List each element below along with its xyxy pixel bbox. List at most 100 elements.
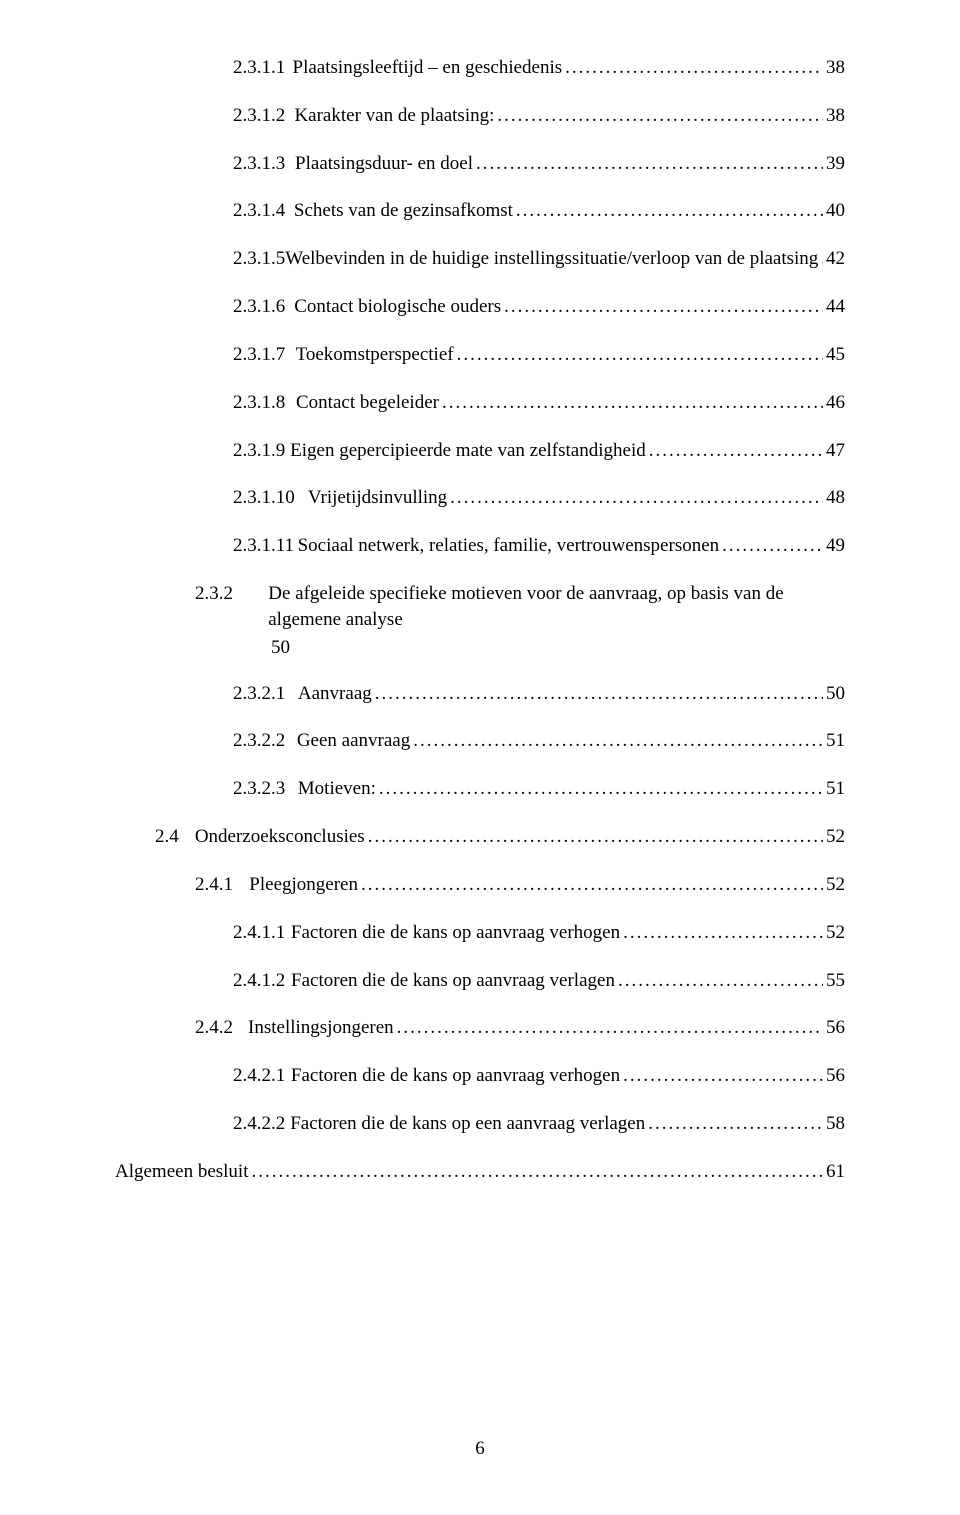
toc-entry-number: 2.3.1.11 [233,533,294,559]
toc-entry-number: 2.4.1.2 [233,968,285,994]
toc-entry: 2.3.1.9Eigen gepercipieerde mate van zel… [115,438,845,464]
toc-entry-number: 2.3.2.2 [233,728,285,754]
toc-entry-page: 40 [826,198,845,224]
toc-entry: 2.4.2 Instellingsjongeren................… [115,1015,845,1041]
toc-leader-dots: ........................................… [618,968,823,994]
toc-leader-dots: ........................................… [375,681,823,707]
toc-leader-dots: ........................................… [504,294,823,320]
toc-entry-title: Onderzoeksconclusies [195,824,365,850]
toc-entry: 2.3.1.6 Contact biologische ouders.......… [115,294,845,320]
toc-leader-dots: ........................................… [397,1015,823,1041]
toc-entry: 2.3.2.1 Aanvraag.........................… [115,681,845,707]
toc-entry: 2.3.1.10Vrijetijdsinvulling.............… [115,485,845,511]
toc-entry-title: Aanvraag [298,681,372,707]
toc-entry-number: 2.3.2.1 [233,681,285,707]
toc-leader-dots: ........................................… [649,438,823,464]
toc-entry-number: 2.3.1.8 [233,390,285,416]
toc-leader-dots: ........................................… [361,872,823,898]
toc-entry-number: 2.4 [155,824,179,850]
toc-entry-number: 2.3.1.3 [233,151,285,177]
toc-entry: 2.3.1.1 Plaatsingsleeftijd – en geschiede… [115,55,845,81]
toc-leader-dots: ........................................… [722,533,823,559]
toc-entry-page: 52 [826,920,845,946]
toc-entry-title: Welbevinden in de huidige instellingssit… [285,246,818,272]
toc-entry-page: 48 [826,485,845,511]
toc-entry-page: 39 [826,151,845,177]
toc-entry-page: 52 [826,872,845,898]
toc-entry-page: 52 [826,824,845,850]
toc-entry-title: Factoren die de kans op aanvraag verlage… [291,968,615,994]
toc-entry: Algemeen besluit........................… [115,1159,845,1185]
toc-entry-title: Eigen gepercipieerde mate van zelfstandi… [290,438,646,464]
toc-leader-dots: ........................................… [457,342,823,368]
toc-entry-title: De afgeleide specifieke motieven voor de… [268,581,845,632]
toc-entry-title: Algemeen besluit [115,1159,249,1185]
toc-entry-page: 51 [826,728,845,754]
toc-entry-number: 2.3.2.3 [233,776,285,802]
toc-entry: 2.3.1.7 Toekomstperspectief..............… [115,342,845,368]
toc-leader-dots: ........................................… [623,1063,823,1089]
toc-entry-page: 45 [826,342,845,368]
toc-entry-title: Plaatsingsduur- en doel [295,151,473,177]
toc-entry: 2.4.1.2Factoren die de kans op aanvraag … [115,968,845,994]
toc-entry: 2.3.1.8 Contact begeleider...............… [115,390,845,416]
table-of-contents: 2.3.1.1 Plaatsingsleeftijd – en geschiede… [115,55,845,1185]
toc-entry-title: Sociaal netwerk, relaties, familie, vert… [298,533,720,559]
toc-leader-dots: ........................................… [252,1159,824,1185]
toc-entry-number: 2.3.1.10 [233,485,295,511]
toc-leader-dots: ........................................… [648,1111,823,1137]
toc-entry-page: 47 [826,438,845,464]
toc-entry: 2.4.2.2Factoren die de kans op een aanvr… [115,1111,845,1137]
toc-leader-dots: ........................................… [623,920,823,946]
toc-entry-number: 2.4.1 [195,872,233,898]
toc-entry: 2.3.1.4 Schets van de gezinsafkomst......… [115,198,845,224]
toc-entry-number: 2.3.1.4 [233,198,285,224]
toc-entry-page: 61 [826,1159,845,1185]
toc-entry-title: Motieven: [298,776,376,802]
toc-entry: 2.3.1.3 Plaatsingsduur- en doel..........… [115,151,845,177]
toc-leader-dots: ........................................… [476,151,823,177]
toc-entry-title: Factoren die de kans op aanvraag verhoge… [291,920,620,946]
toc-entry: 2.3.1.11Sociaal netwerk, relaties, famil… [115,533,845,559]
toc-entry-page: 49 [826,533,845,559]
toc-entry-page: 58 [826,1111,845,1137]
toc-entry: 2.3.2.3 Motieven:........................… [115,776,845,802]
toc-entry-page: 56 [826,1063,845,1089]
toc-entry: 2.3.2.2 Geen aanvraag....................… [115,728,845,754]
toc-leader-dots: ........................................… [368,824,823,850]
toc-entry-number: 2.3.1.6 [233,294,285,320]
toc-leader-dots: ........................................… [379,776,823,802]
toc-entry-number: 2.3.1.1 [233,55,285,81]
toc-entry-title: Contact biologische ouders [294,294,501,320]
toc-leader-dots: ........................................… [516,198,823,224]
toc-entry-number: 2.3.2 [195,581,233,607]
toc-entry-page: 38 [826,55,845,81]
toc-leader-dots: ........................................… [497,103,823,129]
toc-entry-number: 2.3.1.5 [233,246,285,272]
toc-entry-title: Vrijetijdsinvulling [308,485,447,511]
toc-leader-dots: ........................................… [413,728,823,754]
toc-entry-title: Instellingsjongeren [248,1015,394,1041]
toc-leader-dots: ........................................… [442,390,823,416]
toc-entry-page: 50 [826,681,845,707]
toc-entry-number: 2.3.1.7 [233,342,285,368]
toc-entry-number: 2.4.1.1 [233,920,285,946]
toc-entry-title: Karakter van de plaatsing: [294,103,494,129]
toc-entry-page: 55 [826,968,845,994]
toc-entry-number: 2.3.1.2 [233,103,285,129]
toc-entry-title: Schets van de gezinsafkomst [294,198,513,224]
toc-entry-number: 2.4.2 [195,1015,233,1041]
toc-entry-title: Pleegjongeren [249,872,358,898]
toc-entry-title: Toekomstperspectief [296,342,454,368]
toc-entry: 2.3.2 De afgeleide specifieke motieven vo… [115,581,845,632]
toc-entry-page: 46 [826,390,845,416]
toc-entry-number: 2.3.1.9 [233,438,285,464]
toc-entry: 2.4 Onderzoeksconclusies.................… [115,824,845,850]
document-page: 2.3.1.1 Plaatsingsleeftijd – en geschiede… [0,0,960,1515]
toc-entry: 2.4.1.1Factoren die de kans op aanvraag … [115,920,845,946]
toc-entry-page: 56 [826,1015,845,1041]
toc-entry-title: Geen aanvraag [297,728,410,754]
toc-entry-title: Plaatsingsleeftijd – en geschiedenis [293,55,563,81]
toc-entry-title: Contact begeleider [296,390,439,416]
toc-leader-dots: ........................................… [821,246,823,272]
